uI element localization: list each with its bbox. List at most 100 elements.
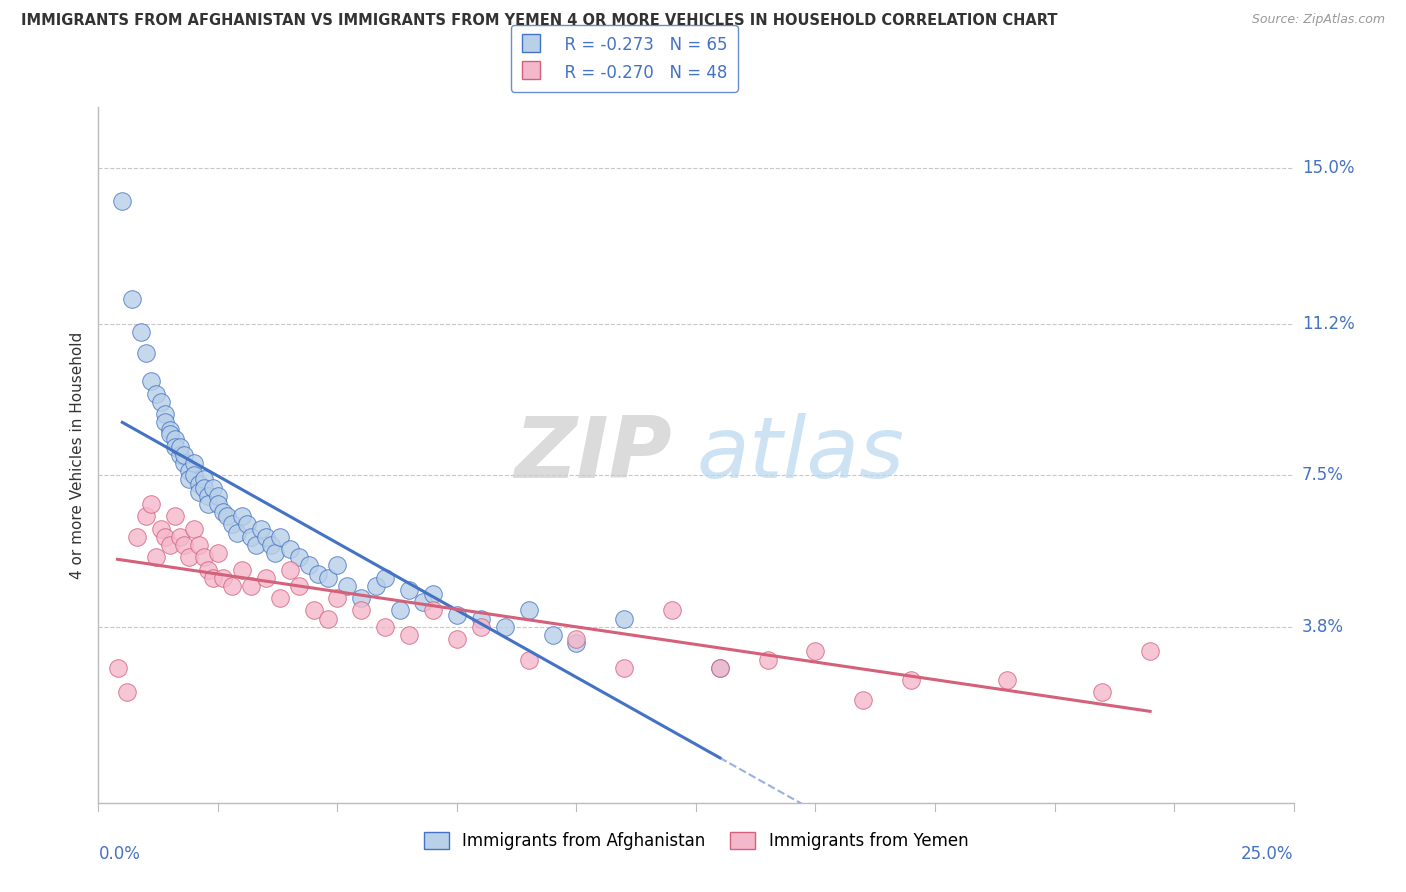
Point [145,386,167,401]
Point [145,550,167,565]
Point [517,603,540,617]
Point [149,522,172,536]
Point [217,509,239,524]
Point [259,538,281,552]
Point [374,571,396,585]
Point [470,620,492,634]
Point [187,484,209,499]
Point [115,685,138,699]
Point [254,571,277,585]
Point [565,632,588,646]
Point [179,473,201,487]
Point [183,456,205,470]
Point [250,522,273,536]
Point [111,194,134,209]
Point [235,517,257,532]
Point [278,542,301,557]
Point [298,558,321,573]
Point [221,579,243,593]
Point [422,603,444,617]
Point [661,603,683,617]
Point [121,293,143,307]
Point [193,550,215,565]
Point [163,432,186,446]
Point [995,673,1018,687]
Point [446,632,468,646]
Point [350,603,373,617]
Point [374,620,396,634]
Point [135,509,157,524]
Point [183,522,205,536]
Point [412,595,434,609]
Y-axis label: 4 or more Vehicles in Household: 4 or more Vehicles in Household [69,331,84,579]
Text: ZIP: ZIP [515,413,672,497]
Point [135,345,157,359]
Point [709,661,731,675]
Point [565,636,588,650]
Point [278,562,301,576]
Point [207,497,229,511]
Point [316,612,339,626]
Point [613,661,636,675]
Text: Source: ZipAtlas.com: Source: ZipAtlas.com [1251,13,1385,27]
Point [852,693,875,707]
Point [254,530,277,544]
Point [288,550,311,565]
Text: atlas: atlas [696,413,904,497]
Point [207,546,229,560]
Point [155,407,177,421]
Point [125,530,148,544]
Point [364,579,387,593]
Point [269,530,291,544]
Point [163,440,186,454]
Point [139,374,162,388]
Point [326,558,349,573]
Text: 25.0%: 25.0% [1241,845,1294,863]
Point [193,481,215,495]
Point [155,415,177,429]
Point [1139,644,1161,658]
Point [288,579,311,593]
Point [169,448,191,462]
Point [173,538,195,552]
Point [446,607,468,622]
Point [197,497,219,511]
Point [187,538,209,552]
Text: 3.8%: 3.8% [1302,618,1344,636]
Point [240,579,263,593]
Point [159,538,181,552]
Point [149,394,172,409]
Point [541,628,564,642]
Point [613,612,636,626]
Point [517,652,540,666]
Text: 0.0%: 0.0% [98,845,141,863]
Point [179,464,201,478]
Point [211,571,233,585]
Point [231,509,253,524]
Point [245,538,267,552]
Point [202,481,225,495]
Point [173,448,195,462]
Point [179,550,201,565]
Point [302,603,325,617]
Point [398,628,420,642]
Point [139,497,162,511]
Point [336,579,359,593]
Point [350,591,373,606]
Legend: Immigrants from Afghanistan, Immigrants from Yemen: Immigrants from Afghanistan, Immigrants … [418,826,974,857]
Point [183,468,205,483]
Point [197,562,219,576]
Point [494,620,516,634]
Point [169,440,191,454]
Point [231,562,253,576]
Point [269,591,291,606]
Point [131,325,153,339]
Point [173,456,195,470]
Point [159,427,181,442]
Point [316,571,339,585]
Point [804,644,827,658]
Point [155,530,177,544]
Text: 15.0%: 15.0% [1302,160,1354,178]
Text: 7.5%: 7.5% [1302,467,1344,484]
Point [470,612,492,626]
